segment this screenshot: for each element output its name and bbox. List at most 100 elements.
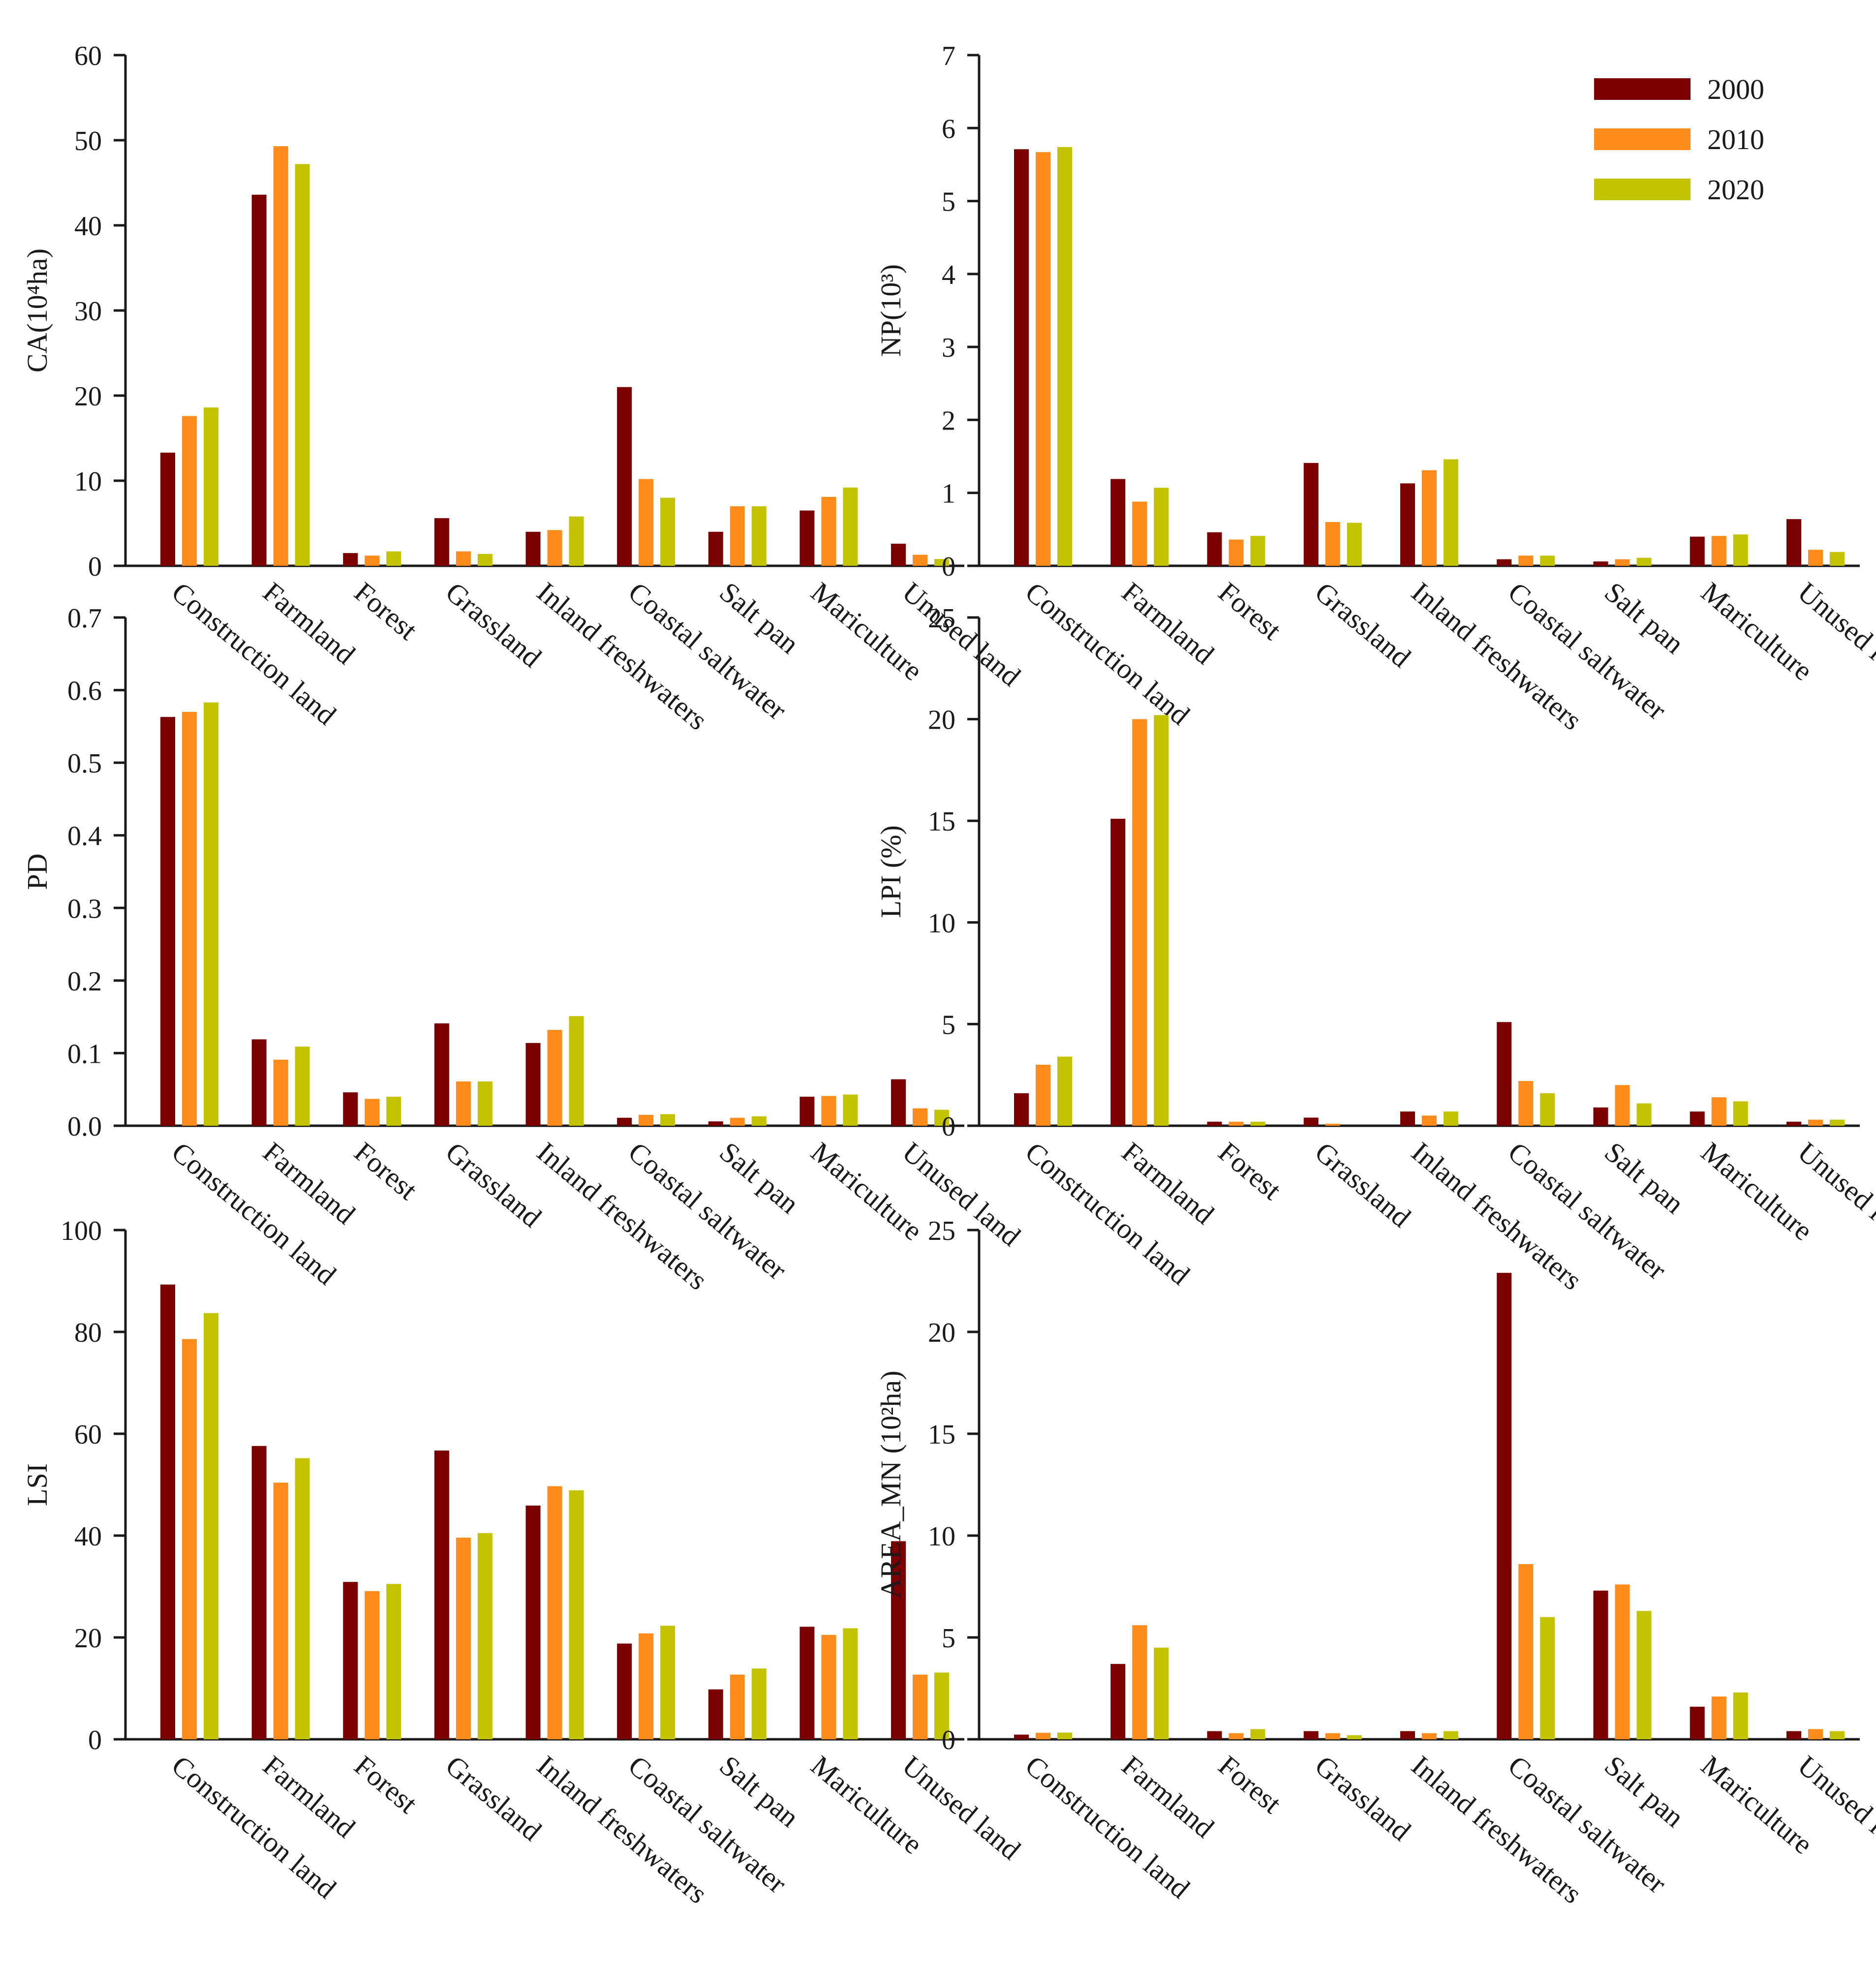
bar-grassland-2020 [477,1533,492,1739]
bar-farmland-2000 [1110,1664,1126,1739]
bar-forest-2010 [1229,1733,1244,1739]
y-tick-label: 0 [942,1111,955,1142]
bar-unused-land-2020 [1830,1731,1845,1739]
bar-salt-pan-2000 [1593,1107,1608,1126]
legend-item-2000: 2000 [1594,64,1764,114]
bar-grassland-2020 [1347,523,1362,566]
bar-construction-land-2000 [160,717,175,1126]
bar-unused-land-2020 [934,1672,949,1739]
y-tick-label: 6 [942,114,955,144]
y-tick-label: 0.7 [67,603,102,634]
y-tick-label: 10 [74,466,102,497]
bar-salt-pan-2000 [1593,1590,1608,1739]
bar-salt-pan-2010 [730,506,745,566]
y-tick-label: 10 [928,908,955,939]
bar-mariculture-2010 [821,496,836,566]
bar-forest-2000 [1207,1121,1222,1126]
bar-inland-freshwaters-2020 [1444,1731,1458,1739]
bar-construction-land-2010 [1036,1065,1050,1126]
bar-farmland-2010 [1132,501,1147,566]
x-tick-label-salt-pan: Salt pan [1599,1136,1690,1220]
bar-coastal-saltwater-2010 [639,1633,654,1739]
legend-item-2010: 2010 [1594,114,1764,164]
bar-forest-2020 [386,1096,401,1126]
y-tick-label: 0.2 [67,966,102,997]
bar-grassland-2020 [1347,1735,1362,1739]
bar-salt-pan-2000 [708,1121,723,1126]
bar-salt-pan-2020 [751,506,767,566]
bar-mariculture-2020 [1733,534,1748,566]
y-tick-label: 7 [942,41,955,71]
x-tick-label-coastal-saltwater: Coastal saltwater [1502,1136,1673,1286]
bar-coastal-saltwater-2000 [1497,559,1512,566]
y-tick-label: 30 [74,296,102,327]
x-tick-label-forest: Forest [348,1136,424,1206]
bar-forest-2010 [1229,1121,1244,1126]
bar-mariculture-2000 [1690,1111,1705,1126]
bar-coastal-saltwater-2000 [617,387,632,566]
bar-grassland-2010 [456,1081,471,1126]
y-tick-label: 2 [942,405,955,436]
y-axis-label: NP(10³) [875,264,907,357]
bar-salt-pan-2020 [751,1668,767,1739]
y-tick-label: 0.3 [67,894,102,924]
y-tick-label: 0 [942,1725,955,1756]
bar-grassland-2000 [434,1450,449,1739]
bar-coastal-saltwater-2020 [1540,1617,1555,1739]
y-tick-label: 0 [88,1725,102,1756]
bar-inland-freshwaters-2000 [525,531,541,566]
y-tick-label: 20 [928,1318,955,1348]
bar-mariculture-2000 [1690,536,1705,566]
bar-farmland-2010 [273,1059,288,1126]
bar-forest-2000 [1207,532,1222,566]
bar-coastal-saltwater-2010 [639,1114,654,1126]
bar-construction-land-2010 [1036,1732,1050,1739]
legend-swatch-2020 [1594,179,1691,200]
bar-farmland-2010 [273,1482,288,1739]
bar-mariculture-2000 [800,1096,815,1126]
x-tick-label-coastal-saltwater: Coastal saltwater [622,1136,793,1286]
x-tick-label-grassland: Grassland [1309,1749,1416,1847]
bar-unused-land-2020 [934,559,949,566]
bar-construction-land-2000 [1014,149,1029,566]
bar-farmland-2000 [1110,819,1126,1126]
x-tick-label-construction-land: Construction land [1019,576,1196,731]
y-tick-label: 0.6 [67,676,102,707]
y-tick-label: 100 [61,1216,102,1246]
y-axis-label: PD [21,853,53,890]
y-tick-label: 60 [74,41,102,71]
bar-salt-pan-2010 [730,1117,745,1126]
bar-salt-pan-2010 [1615,559,1630,566]
bar-construction-land-2000 [1014,1093,1029,1126]
x-tick-label-forest: Forest [348,1749,424,1819]
bar-farmland-2000 [251,1039,267,1126]
bar-unused-land-2000 [1786,1121,1801,1126]
x-tick-label-grassland: Grassland [1309,1136,1416,1233]
bar-construction-land-2020 [1057,1056,1072,1126]
bar-mariculture-2020 [843,487,858,566]
legend-label-2000: 2000 [1707,73,1764,105]
x-tick-label-construction-land: Construction land [166,1136,342,1291]
bar-inland-freshwaters-2020 [1444,1111,1458,1126]
bar-salt-pan-2020 [1636,557,1652,566]
legend-item-2020: 2020 [1594,164,1764,215]
bar-coastal-saltwater-2020 [660,1114,676,1126]
bar-unused-land-2000 [891,1079,906,1126]
bar-mariculture-2020 [843,1094,858,1126]
y-tick-label: 80 [74,1318,102,1348]
bar-construction-land-2010 [182,1339,197,1739]
bar-mariculture-2010 [821,1634,836,1739]
y-tick-label: 0.1 [67,1039,102,1069]
y-tick-label: 10 [928,1521,955,1552]
bar-farmland-2020 [1154,715,1169,1126]
bar-forest-2010 [365,1099,380,1126]
bar-grassland-2010 [456,1538,471,1739]
bar-unused-land-2010 [913,1674,927,1739]
bar-construction-land-2010 [182,711,197,1126]
bar-forest-2020 [1250,1121,1265,1126]
bar-salt-pan-2010 [1615,1584,1630,1739]
bar-inland-freshwaters-2020 [569,1016,584,1126]
x-tick-label-forest: Forest [1212,1136,1288,1206]
